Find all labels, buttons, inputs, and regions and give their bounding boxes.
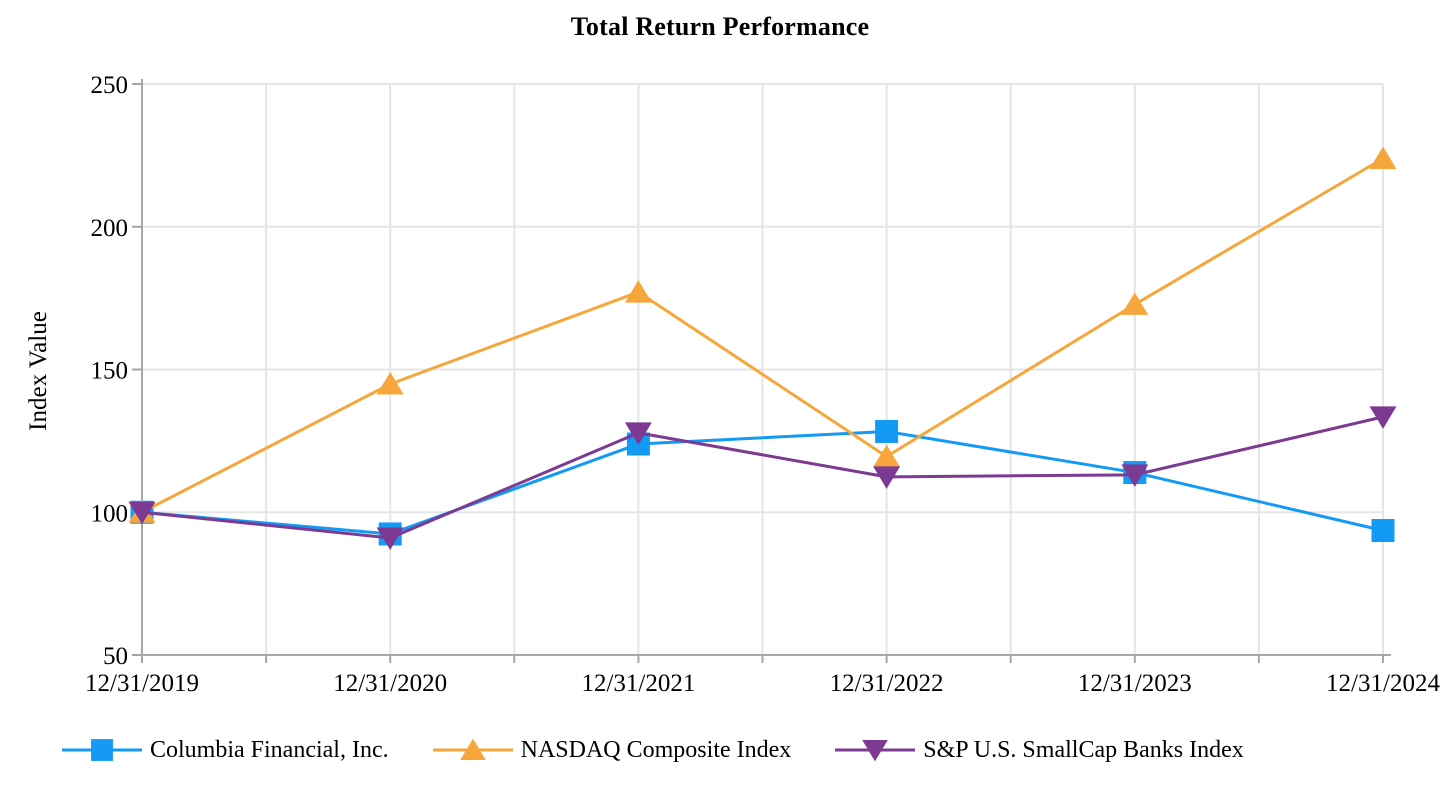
y-tick-label: 150 [91,358,129,385]
x-tick-label: 12/31/2021 [581,670,695,697]
x-tick-label: 12/31/2020 [333,670,447,697]
y-tick-label: 100 [91,500,129,527]
data-point-marker [873,444,901,468]
x-tick-label: 12/31/2023 [1078,670,1192,697]
legend-marker-square-icon [62,739,142,761]
legend-marker-triangle-up-icon [432,738,513,760]
axis-tick-labels: 50 100 150 200 250 12/31/2019 12/31/2020 12/31/… [85,72,1440,697]
series-s-p-u-s-smallcap-banks-index [128,406,1397,550]
legend-item-nasdaq-composite-index: NASDAQ Composite Index [432,733,792,767]
y-tick-label: 50 [103,643,128,670]
data-point-marker [875,419,899,443]
legend-label: NASDAQ Composite Index [520,736,792,763]
axes [132,79,1391,663]
chart-canvas: 50 100 150 200 250 12/31/2019 12/31/2020 12/31/… [85,72,1440,697]
data-point-marker [1369,406,1397,429]
data-point-marker [376,372,404,395]
legend-label: S&P U.S. SmallCap Banks Index [923,736,1244,763]
data-point-marker [624,280,652,303]
series-line [140,429,1385,536]
y-tick-label: 200 [91,215,129,242]
series-line [140,415,1385,540]
x-tick-label: 12/31/2019 [85,670,199,697]
series-line [140,157,1385,514]
data-point-marker [128,501,156,525]
legend-item-columbia-financial-inc: Columbia Financial, Inc. [62,733,389,767]
data-point-marker [873,466,901,489]
legend: Columbia Financial, Inc. NASDAQ Composite… [62,733,1244,767]
y-tick-label: 250 [91,72,129,99]
data-point-marker [624,422,652,445]
x-tick-label: 12/31/2024 [1326,670,1440,697]
data-point-marker [376,527,404,550]
data-point-marker [1121,292,1149,315]
x-tick-label: 12/31/2022 [830,670,944,697]
legend-label: Columbia Financial, Inc. [150,736,389,763]
data-point-marker [1369,146,1397,170]
chart-title: Total Return Performance [570,12,870,41]
legend-item-s-p-u-s-smallcap-banks-index: S&P U.S. SmallCap Banks Index [835,733,1244,767]
data-point-marker [1121,464,1149,487]
gridlines [142,83,1384,655]
data-point-marker [1371,519,1395,543]
series-nasdaq-composite-index [128,146,1397,523]
legend-marker-triangle-down-icon [835,740,916,762]
